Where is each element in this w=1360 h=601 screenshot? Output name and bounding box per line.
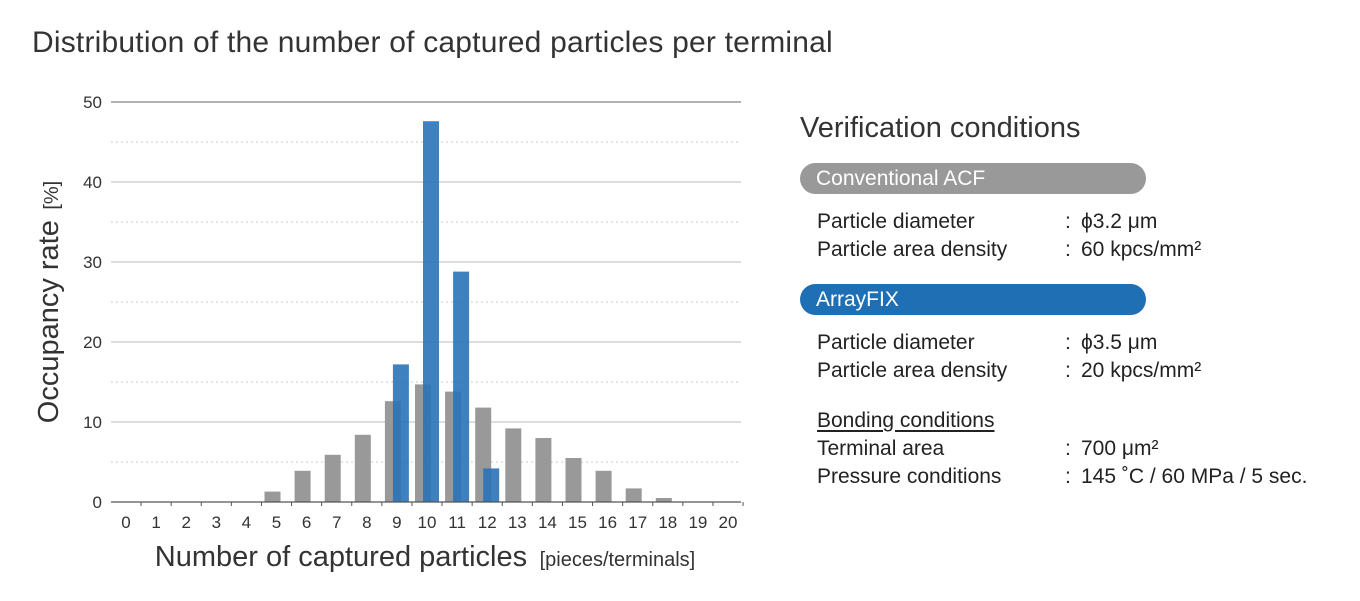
bar-conventional-acf-16: [595, 470, 612, 502]
conventional-acf-badge: Conventional ACF: [800, 163, 1146, 194]
condition-value: ϕ3.2 μm: [1081, 210, 1158, 233]
panel-title: Verification conditions: [800, 112, 1081, 144]
x-tick-label: 6: [302, 513, 311, 532]
condition-row: Particle diameter : ϕ3.5 μm: [817, 329, 1340, 357]
bar-conventional-acf-8: [354, 434, 371, 502]
x-axis-label-unit: [pieces/terminals]: [540, 549, 696, 571]
condition-value: ϕ3.5 μm: [1081, 331, 1158, 354]
bar-conventional-acf-15: [565, 458, 582, 502]
y-tick-label: 30: [83, 253, 102, 272]
y-tick-label: 0: [93, 493, 102, 512]
x-tick-label: 12: [478, 513, 497, 532]
x-tick-label: 10: [418, 513, 437, 532]
condition-key: Particle area density: [817, 359, 1008, 382]
x-tick-label: 19: [688, 513, 707, 532]
verification-panel: Verification conditions Conventional ACF…: [800, 112, 1340, 491]
y-tick-label: 20: [83, 333, 102, 352]
bar-arrayfix-12: [483, 468, 500, 502]
bar-conventional-acf-7: [324, 454, 341, 502]
y-axis-label-unit: [%]: [41, 181, 63, 210]
bar-conventional-acf-13: [505, 428, 522, 502]
y-axis-label-main: Occupancy rate: [33, 220, 65, 423]
bar-conventional-acf-17: [625, 488, 642, 502]
bars: [264, 121, 672, 502]
condition-key: Particle area density: [817, 238, 1008, 261]
bar-arrayfix-9: [392, 364, 409, 502]
condition-key: Particle diameter: [817, 210, 975, 233]
bar-conventional-acf-5: [264, 491, 281, 502]
x-tick-label: 2: [181, 513, 190, 532]
chart-title: Distribution of the number of captured p…: [32, 26, 833, 59]
x-tick-label: 13: [508, 513, 527, 532]
condition-colon: :: [1065, 210, 1071, 233]
x-tick-label: 14: [538, 513, 557, 532]
x-tick-labels: 0 1 2 3 4 5 6 7 8 9 10 11 12 13 14 15 16 17 18 19 20: [121, 513, 737, 532]
condition-key: Terminal area: [817, 437, 945, 460]
y-tick-label: 10: [83, 413, 102, 432]
condition-row: Particle area density : 60 kpcs/mm²: [817, 236, 1340, 264]
condition-colon: :: [1065, 238, 1071, 261]
condition-key: Particle diameter: [817, 331, 975, 354]
condition-value: 700 μm²: [1081, 437, 1159, 460]
y-tick-label: 50: [83, 93, 102, 112]
x-tick-label: 1: [151, 513, 160, 532]
condition-value: 145 ˚C / 60 MPa / 5 sec.: [1081, 465, 1308, 488]
x-tick-label: 8: [362, 513, 371, 532]
condition-value: 60 kpcs/mm²: [1081, 238, 1202, 261]
condition-row: Terminal area : 700 μm²: [817, 435, 1340, 463]
x-tick-label: 11: [448, 513, 466, 532]
x-tick-label: 4: [242, 513, 251, 532]
bar-conventional-acf-14: [535, 438, 552, 502]
bar-conventional-acf-18: [655, 498, 672, 502]
bar-conventional-acf-6: [294, 470, 311, 502]
bonding-conditions: Terminal area : 700 μm² Pressure conditi…: [817, 435, 1340, 491]
x-axis-label: Number of captured particles [pieces/ter…: [155, 541, 695, 573]
x-tick-label: 3: [212, 513, 221, 532]
x-tick-label: 5: [272, 513, 281, 532]
arrayfix-conditions: Particle diameter : ϕ3.5 μm Particle are…: [817, 329, 1340, 385]
y-tick-label: 40: [83, 173, 102, 192]
bar-arrayfix-10: [423, 121, 439, 502]
conventional-conditions: Particle diameter : ϕ3.2 μm Particle are…: [817, 208, 1340, 264]
x-tick-label: 9: [392, 513, 401, 532]
condition-colon: :: [1065, 437, 1071, 460]
axes: [111, 501, 744, 506]
condition-row: Particle area density : 20 kpcs/mm²: [817, 357, 1340, 385]
condition-row: Pressure conditions : 145 ˚C / 60 MPa / …: [817, 463, 1340, 491]
condition-row: Particle diameter : ϕ3.2 μm: [817, 208, 1340, 236]
x-tick-label: 15: [568, 513, 587, 532]
x-tick-label: 0: [121, 513, 130, 532]
condition-colon: :: [1065, 331, 1071, 354]
bar-arrayfix-11: [453, 271, 470, 502]
condition-colon: :: [1065, 465, 1071, 488]
x-tick-label: 16: [598, 513, 617, 532]
x-tick-label: 18: [658, 513, 677, 532]
bonding-conditions-heading: Bonding conditions: [817, 409, 995, 432]
condition-value: 20 kpcs/mm²: [1081, 359, 1202, 382]
y-tick-labels: 0 10 20 30 40 50: [83, 93, 102, 512]
x-axis-label-main: Number of captured particles: [155, 541, 527, 573]
x-tick-label: 20: [719, 513, 738, 532]
x-tick-label: 7: [332, 513, 341, 532]
condition-key: Pressure conditions: [817, 465, 1002, 488]
y-axis-label: Occupancy rate [%]: [33, 181, 65, 423]
arrayfix-badge: ArrayFIX: [800, 284, 1146, 315]
x-tick-label: 17: [628, 513, 647, 532]
condition-colon: :: [1065, 359, 1071, 382]
